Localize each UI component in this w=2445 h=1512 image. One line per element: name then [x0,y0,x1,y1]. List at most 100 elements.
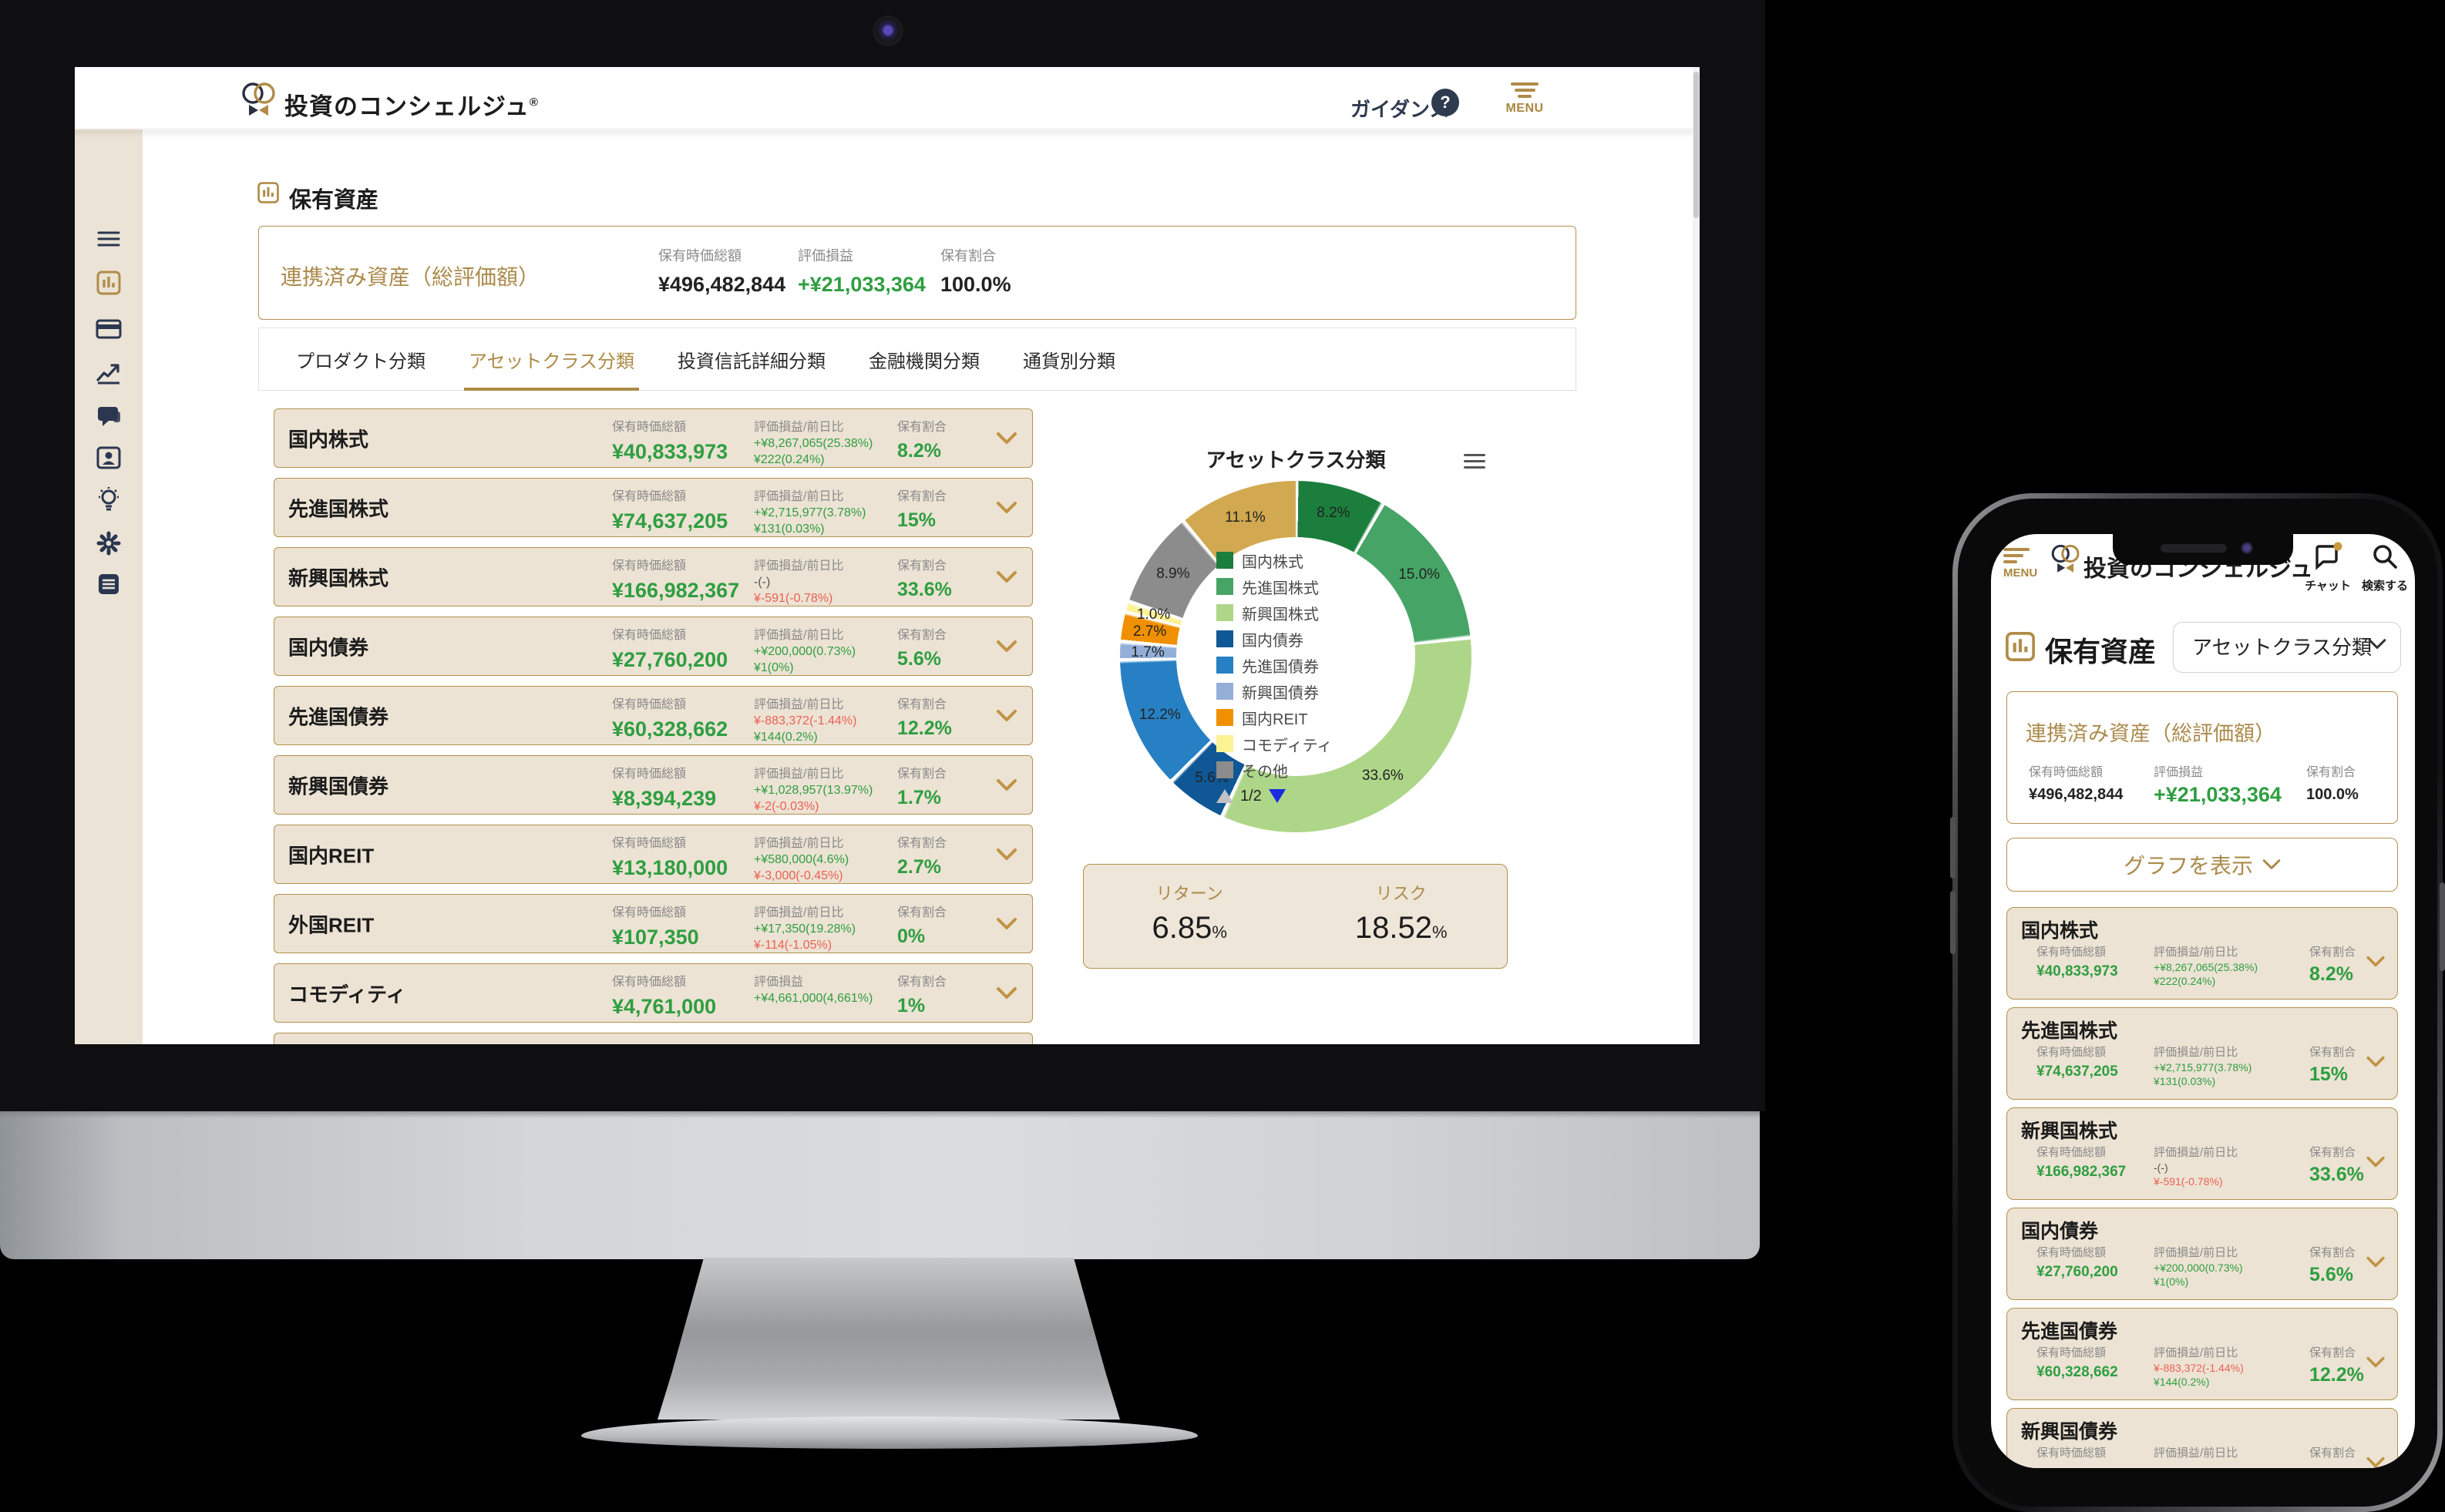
legend-pagination[interactable]: 1/2 [1216,783,1332,809]
tab-1[interactable]: プロダクト分類 [296,351,425,372]
day-change-value: ¥1(0%) [2154,1275,2189,1288]
asset-class-card[interactable]: 新興国債券 保有時価総額 評価損益/前日比 保有割合 [2006,1408,2398,1468]
legend-page-up-icon[interactable] [1216,789,1233,803]
phone-speaker [2161,544,2227,553]
sidebar-item-performance-icon[interactable] [95,359,123,387]
chevron-down-icon[interactable] [2366,1356,2385,1369]
asset-class-row[interactable]: 国内債券 保有時価総額 ¥27,760,200 評価損益/前日比 +¥200,0… [274,617,1033,676]
asset-class-label: 先進国債券 [288,705,389,728]
phone-search-button[interactable]: 検索する [2356,542,2413,593]
legend-page-down-icon[interactable] [1268,789,1286,803]
holding-ratio-value: 2.7% [897,856,941,878]
brand-logo-icon [242,82,275,116]
gain-loss-label: 評価損益/前日比 [754,837,844,850]
scrollbar[interactable] [1693,67,1700,1044]
market-value-col: 保有時価総額 ¥40,833,973 [2036,943,2118,980]
sidebar-item-holdings-icon[interactable] [95,269,123,297]
help-icon[interactable]: ? [1431,89,1459,116]
holding-ratio-label: 保有割合 [897,976,947,989]
sidebar-item-chat-icon[interactable] [95,402,123,430]
day-change-value: ¥-591(-0.78%) [754,592,833,605]
summary-title: 連携済み資産（総評価額） [2026,722,2275,745]
market-value-col: 保有時価総額 ¥60,328,662 [612,694,728,741]
legend-label: 先進国債券 [1242,658,1319,676]
holding-ratio-value: 12.2% [2309,1364,2364,1386]
asset-class-row[interactable]: 先進国債券 保有時価総額 ¥60,328,662 評価損益/前日比 ¥-883,… [274,686,1033,745]
show-graph-button[interactable]: グラフを表示 [2006,838,2398,892]
asset-class-card[interactable]: 新興国株式 保有時価総額 ¥166,982,367 評価損益/前日比 -(-) … [2006,1107,2398,1200]
market-value-col: 保有時価総額 ¥13,180,000 [612,832,728,880]
header-shadow [75,130,1700,138]
classification-select[interactable]: アセットクラス分類 [2173,622,2401,673]
chevron-down-icon[interactable] [997,917,1017,931]
holding-ratio-label: 保有割合 [897,421,947,434]
asset-class-row[interactable]: 先進国株式 保有時価総額 ¥74,637,205 評価損益/前日比 +¥2,71… [274,478,1033,537]
chevron-down-icon[interactable] [2366,1457,2385,1468]
asset-class-row[interactable]: その他 保有額面金額 ¥44,256,000 評価損益 - 保有割合 8.9% [274,1033,1033,1044]
chevron-down-icon[interactable] [2366,1156,2385,1168]
tab-4[interactable]: 金融機関分類 [869,351,980,372]
market-value-label: 保有時価総額 [612,698,687,711]
asset-class-label: 外国REIT [288,913,375,936]
phone-chat-button[interactable]: チャット [2299,542,2356,593]
scrollbar-thumb[interactable] [1693,72,1699,218]
chevron-down-icon[interactable] [997,848,1017,862]
chevron-down-icon[interactable] [997,432,1017,445]
gain-loss-label: 評価損益/前日比 [754,906,844,919]
chevron-down-icon[interactable] [997,778,1017,792]
tab-5[interactable]: 通貨別分類 [1023,351,1116,372]
asset-class-row[interactable]: 新興国株式 保有時価総額 ¥166,982,367 評価損益/前日比 -(-) … [274,547,1033,606]
legend-item: 国内REIT [1216,704,1332,731]
tab-2[interactable]: アセットクラス分類 [463,328,640,391]
asset-class-label: 先進国株式 [288,497,389,520]
gain-loss-label: 評価損益/前日比 [2154,1446,2238,1460]
market-value: ¥8,394,239 [612,787,717,810]
asset-class-card[interactable]: 国内債券 保有時価総額 ¥27,760,200 評価損益/前日比 +¥200,0… [2006,1208,2398,1300]
sidebar-item-accounts-icon[interactable] [95,315,123,343]
chart-menu-icon[interactable] [1464,450,1485,472]
chevron-down-icon[interactable] [997,640,1017,654]
market-value-col: 保有時価総額 ¥27,760,200 [2036,1244,2118,1281]
chevron-down-icon[interactable] [2366,956,2385,968]
gain-loss-col: 評価損益/前日比 [2154,1444,2238,1463]
phone-menu-button[interactable]: MENU [2003,545,2040,580]
brand-logo-text[interactable]: 投資のコンシェルジュ® [284,93,539,120]
asset-class-card[interactable]: 先進国債券 保有時価総額 ¥60,328,662 評価損益/前日比 ¥-883,… [2006,1308,2398,1400]
asset-class-card[interactable]: 先進国株式 保有時価総額 ¥74,637,205 評価損益/前日比 +¥2,71… [2006,1007,2398,1100]
gain-loss-label: 評価損益/前日比 [754,559,844,573]
chevron-down-icon [2368,639,2386,649]
menu-button[interactable]: MENU [1499,79,1550,116]
market-value-label: 保有時価総額 [612,906,687,919]
asset-class-card[interactable]: 国内株式 保有時価総額 ¥40,833,973 評価損益/前日比 +¥8,267… [2006,907,2398,1000]
legend-item: 先進国株式 [1216,573,1332,600]
sidebar-item-reports-icon[interactable] [95,570,123,598]
holding-ratio-value: 1.7% [897,787,941,808]
sidebar-item-settings-icon[interactable] [95,529,123,557]
legend-swatch [1216,709,1233,726]
sidebar-menu-icon[interactable] [95,225,123,253]
chevron-down-icon[interactable] [997,986,1017,1000]
gain-loss-label: 評価損益/前日比 [754,768,844,781]
holding-ratio-label: 保有割合 [897,698,947,711]
sidebar-item-insights-icon[interactable] [95,486,123,513]
chevron-down-icon[interactable] [2366,1256,2385,1268]
chevron-down-icon[interactable] [997,570,1017,584]
gain-loss-label: 評価損益 [754,1040,803,1044]
sidebar-item-profile-icon[interactable] [95,444,123,472]
summary-holding-ratio: 保有割合 100.0% [2306,766,2359,803]
legend-item: 新興国株式 [1216,600,1332,626]
asset-class-row[interactable]: 外国REIT 保有時価総額 ¥107,350 評価損益/前日比 +¥17,350… [274,894,1033,953]
chevron-down-icon[interactable] [2366,1056,2385,1068]
asset-class-row[interactable]: コモディティ 保有時価総額 ¥4,761,000 評価損益 +¥4,661,00… [274,963,1033,1023]
market-value: ¥107,350 [612,926,699,949]
holding-ratio-col: 保有割合 1% [897,971,947,1017]
tab-3[interactable]: 投資信託詳細分類 [678,351,826,372]
chevron-down-icon[interactable] [997,501,1017,515]
asset-class-row[interactable]: 新興国債券 保有時価総額 ¥8,394,239 評価損益/前日比 +¥1,028… [274,755,1033,815]
asset-class-row[interactable]: 国内REIT 保有時価総額 ¥13,180,000 評価損益/前日比 +¥580… [274,825,1033,884]
gain-loss-value: +¥4,661,000(4,661%) [754,992,873,1005]
day-change-value: ¥131(0.03%) [2154,1075,2216,1087]
legend-item: 新興国債券 [1216,678,1332,704]
asset-class-row[interactable]: 国内株式 保有時価総額 ¥40,833,973 評価損益/前日比 +¥8,267… [274,408,1033,468]
chevron-down-icon[interactable] [997,709,1017,723]
